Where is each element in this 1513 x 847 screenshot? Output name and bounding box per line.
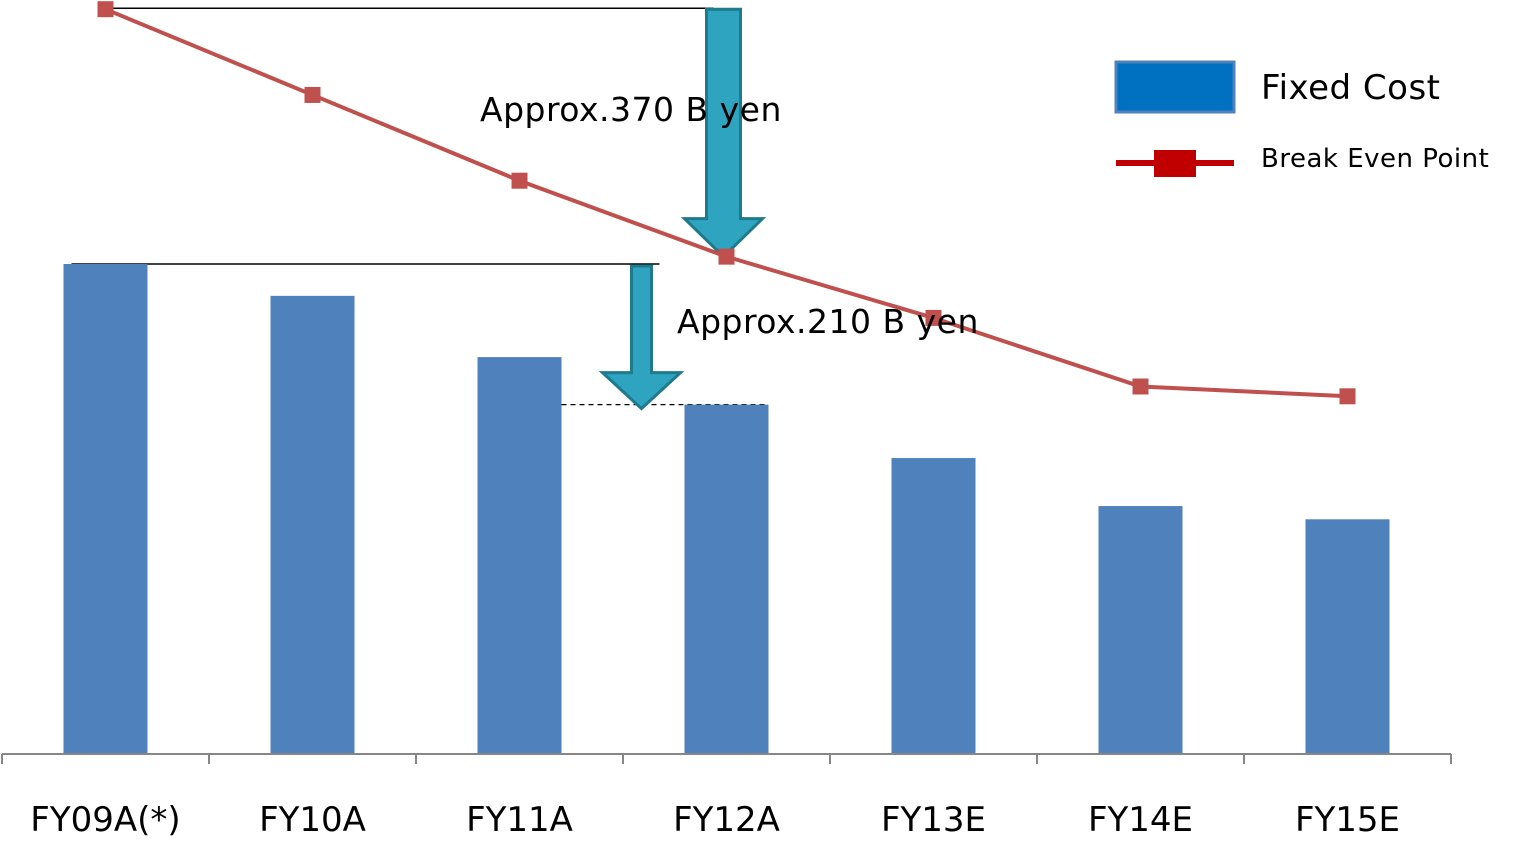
break-even-point-marker xyxy=(304,86,321,103)
category-labels-group: FY09A(*) FY10A FY11A FY12A FY13E FY14E FY15E xyxy=(30,800,1400,840)
legend-swatch-fixed-cost xyxy=(1114,60,1236,114)
x-tick-label: FY10A xyxy=(259,800,366,840)
break-even-point-marker xyxy=(925,309,942,326)
arrows-group xyxy=(598,7,767,411)
break-even-point-marker xyxy=(718,248,735,265)
break-even-point-marker xyxy=(1132,378,1149,395)
x-tick-label: FY15E xyxy=(1295,800,1400,840)
bar-fy15e xyxy=(1305,519,1390,754)
break-even-point-marker xyxy=(1339,388,1356,405)
x-axis-group xyxy=(1,753,1452,764)
bar-fy11a xyxy=(477,357,562,754)
x-tick-label: FY13E xyxy=(881,800,986,840)
bar-fy12a xyxy=(684,404,769,754)
line-series-group xyxy=(97,1,1356,405)
arrow-fixed-cost-drop xyxy=(598,264,685,411)
legend-label-break-even: Break Even Point xyxy=(1261,144,1489,174)
arrow-break-even-drop xyxy=(680,7,767,259)
legend: Fixed Cost Break Even Point xyxy=(1114,60,1489,177)
bar-fy14e xyxy=(1098,506,1183,754)
annotations-group: Approx.370 B yen Approx.210 B yen xyxy=(480,90,979,341)
annotation-label: Approx.370 B yen xyxy=(480,90,782,129)
x-tick-label: FY12A xyxy=(673,800,780,840)
x-tick-label: FY09A(*) xyxy=(30,800,180,840)
x-tick-label: FY11A xyxy=(466,800,573,840)
bar-fy10a xyxy=(270,295,355,754)
reference-lines-group xyxy=(71,7,769,406)
bar-fy09a xyxy=(63,264,148,754)
x-tick-label: FY14E xyxy=(1088,800,1193,840)
legend-label-fixed-cost: Fixed Cost xyxy=(1261,68,1441,108)
legend-marker-break-even xyxy=(1154,150,1196,177)
break-even-point-marker xyxy=(511,172,528,189)
bar-fy13e xyxy=(891,458,976,754)
bars-group xyxy=(63,264,1390,754)
annotation-label: Approx.210 B yen xyxy=(677,302,979,341)
break-even-point-marker xyxy=(97,1,114,18)
